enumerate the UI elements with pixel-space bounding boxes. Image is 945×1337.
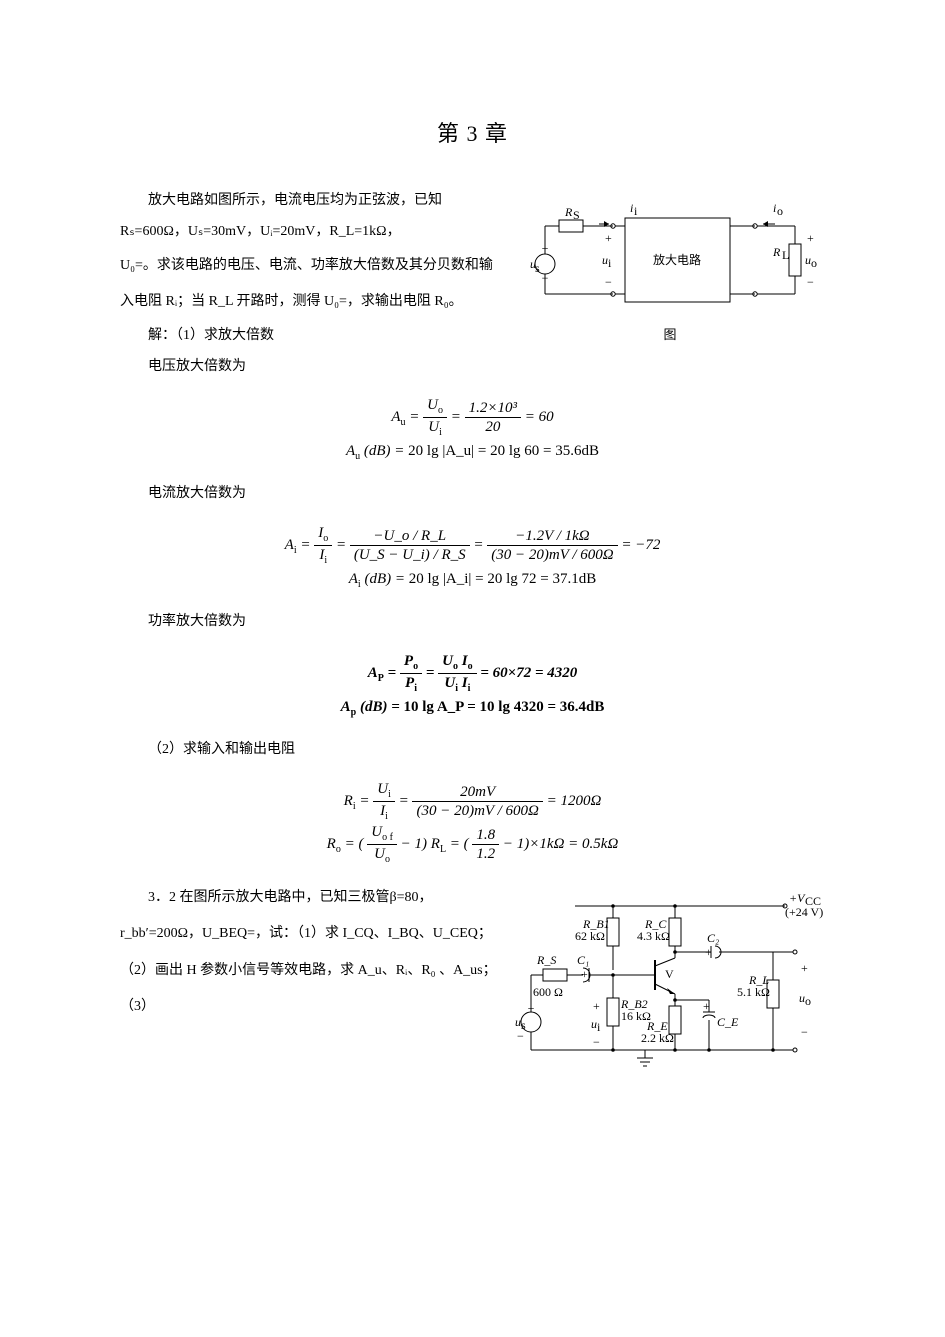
label-ii: i bbox=[630, 201, 633, 215]
label-io: i bbox=[773, 201, 776, 215]
document-page: 第 3 章 u s + − R S i i + bbox=[0, 0, 945, 1337]
label-rs2-val: 600 Ω bbox=[533, 985, 563, 999]
eq-voltage-gain: Au = UoUi = 1.2×10³20 = 60 Au (dB) = 20 … bbox=[120, 396, 825, 465]
svg-text:o: o bbox=[805, 994, 811, 1008]
svg-text:o: o bbox=[811, 256, 817, 270]
label-vcc: +V bbox=[789, 891, 806, 905]
label-v: V bbox=[665, 967, 674, 981]
svg-text:L: L bbox=[782, 248, 789, 262]
label-re-val: 2.2 kΩ bbox=[641, 1031, 674, 1045]
label-rs-sub: S bbox=[573, 208, 580, 222]
amplifier-block-diagram: u s + − R S i i + u i − bbox=[515, 186, 825, 306]
label-ce: C_E bbox=[717, 1015, 739, 1029]
svg-text:−: − bbox=[593, 1035, 600, 1049]
svg-text:+: + bbox=[593, 999, 600, 1013]
figure-1: u s + − R S i i + u i − bbox=[515, 186, 825, 349]
figure-2: +V CC (+24 V) R_B1 62 kΩ R_C 4.3 kΩ V bbox=[515, 880, 825, 1093]
label-rc-val: 4.3 kΩ bbox=[637, 929, 670, 943]
svg-text:−: − bbox=[605, 275, 612, 289]
svg-text:i: i bbox=[597, 1020, 601, 1034]
label-c1: C₁ bbox=[577, 953, 589, 967]
transistor-circuit: +V CC (+24 V) R_B1 62 kΩ R_C 4.3 kΩ V bbox=[515, 880, 825, 1080]
svg-text:+: + bbox=[528, 1001, 535, 1015]
part2-head: （2）求输入和输出电阻 bbox=[120, 735, 825, 766]
label-rs2: R_S bbox=[536, 953, 556, 967]
eq-power-gain: AP = PoPi = Uo IoUi Ii = 60×72 = 4320 Ap… bbox=[120, 652, 825, 721]
label-rb2-val: 16 kΩ bbox=[621, 1009, 651, 1023]
label-rb1-val: 62 kΩ bbox=[575, 929, 605, 943]
label-us-sub: s bbox=[535, 261, 540, 275]
svg-text:+: + bbox=[705, 945, 712, 959]
label-rl2-val: 5.1 kΩ bbox=[737, 985, 770, 999]
svg-text:+: + bbox=[605, 231, 612, 245]
svg-text:i: i bbox=[634, 204, 638, 218]
svg-text:+: + bbox=[581, 967, 588, 981]
label-rl: R bbox=[772, 245, 781, 259]
label-rs: R bbox=[564, 205, 573, 219]
label-vcc-val: (+24 V) bbox=[785, 905, 823, 919]
section-power-gain: 功率放大倍数为 bbox=[120, 607, 825, 638]
svg-text:+: + bbox=[807, 231, 814, 245]
eq-current-gain: Ai = IoIi = −U_o / R_L(U_S − U_i) / R_S … bbox=[120, 524, 825, 593]
label-c2: C₂ bbox=[707, 931, 719, 945]
block-label: 放大电路 bbox=[653, 252, 701, 267]
svg-text:+: + bbox=[801, 961, 808, 975]
chapter-title: 第 3 章 bbox=[120, 110, 825, 158]
svg-text:−: − bbox=[801, 1025, 808, 1039]
section-current-gain: 电流放大倍数为 bbox=[120, 479, 825, 510]
svg-text:−: − bbox=[807, 275, 814, 289]
svg-text:+: + bbox=[703, 999, 710, 1013]
svg-text:s: s bbox=[521, 1018, 526, 1032]
eq-ri-ro: Ri = UiIi = 20mV(30 − 20)mV / 600Ω = 120… bbox=[120, 780, 825, 866]
svg-text:o: o bbox=[777, 204, 783, 218]
svg-text:i: i bbox=[608, 256, 612, 270]
section-voltage-gain: 电压放大倍数为 bbox=[120, 352, 825, 383]
figure-1-caption: 图 bbox=[515, 321, 825, 350]
